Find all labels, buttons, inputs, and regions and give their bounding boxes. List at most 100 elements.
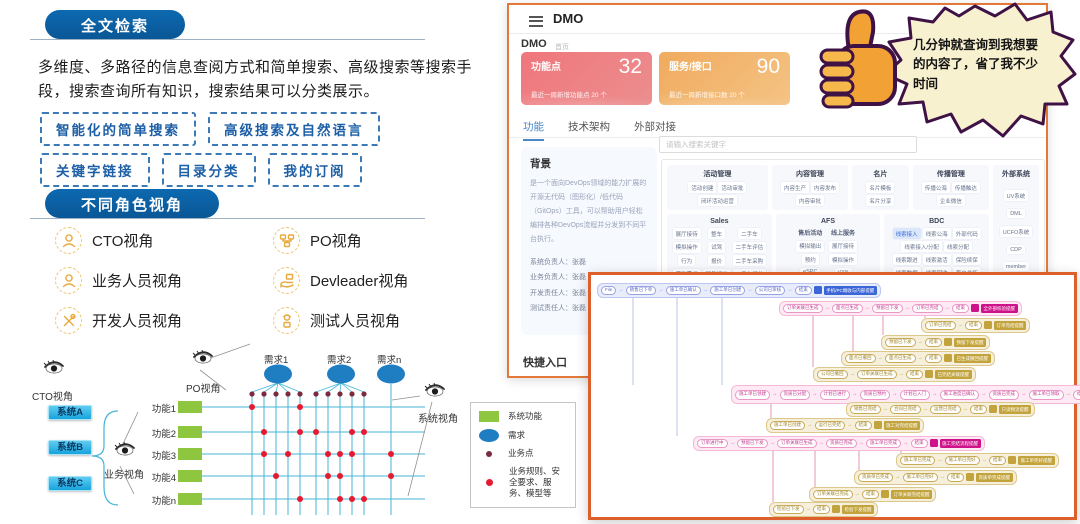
quick-entry-label: 快捷入口 bbox=[523, 357, 567, 369]
grid-tag[interactable]: 内容生产 bbox=[780, 182, 809, 193]
grid-tag[interactable]: 展厅接待 bbox=[672, 228, 701, 239]
flow-badge bbox=[944, 354, 952, 363]
arrow-icon: → bbox=[658, 286, 664, 293]
legend-row: 业务规则、安全要求、服务、模型等 bbox=[479, 466, 567, 499]
grid-tag[interactable]: 活动创建 bbox=[688, 182, 717, 193]
grid-tag[interactable]: 试驾 bbox=[708, 241, 726, 253]
grid-tag[interactable]: 内容审批 bbox=[795, 195, 824, 206]
search-input[interactable] bbox=[659, 136, 917, 153]
flow-badge bbox=[925, 370, 933, 379]
grid-tag[interactable]: 二手车 bbox=[738, 228, 761, 239]
grid-tag[interactable]: 名片分享 bbox=[866, 195, 895, 206]
function-label: 功能3 bbox=[151, 451, 176, 462]
diagram-legend: 系统功能 需求 业务点 业务规则、安全要求、服务、模型等 bbox=[470, 402, 576, 508]
grid-tag[interactable]: 线索公海 bbox=[922, 228, 951, 239]
flow-badge bbox=[873, 421, 882, 430]
grid-tag[interactable]: 线索分配 bbox=[943, 241, 972, 252]
flow-node: 结束 bbox=[813, 504, 830, 515]
flow-end-label: 施工完结流程提醒 bbox=[939, 439, 981, 448]
grid-tag[interactable]: UV系统 bbox=[1003, 190, 1029, 201]
arrow-icon: → bbox=[877, 354, 884, 361]
flow-node: 结束 bbox=[910, 438, 928, 449]
grid-tag[interactable]: CDP bbox=[1007, 245, 1025, 254]
system-box: 系统C bbox=[48, 476, 92, 491]
grid-tag[interactable]: DML bbox=[1007, 209, 1025, 218]
header-rule-2 bbox=[30, 218, 425, 219]
org-icon bbox=[273, 227, 300, 254]
flow-row: 公司已撤回 → 订单关联已生成 → 结束 已完结关联提醒 bbox=[813, 367, 976, 382]
grid-tag[interactable]: 线索激活 bbox=[922, 254, 951, 265]
tab-技术架构[interactable]: 技术架构 bbox=[568, 121, 610, 133]
flow-node: 公司已审核 bbox=[754, 285, 786, 296]
legend-row: 需求 bbox=[479, 428, 567, 442]
grid-tag[interactable]: 二手车评估 bbox=[732, 241, 767, 253]
flow-node: 施工单已领取 bbox=[1028, 389, 1064, 400]
panel-field: 开发责任人：张磊 bbox=[530, 289, 586, 297]
grid-tag[interactable]: 外部代码 bbox=[952, 228, 981, 239]
grid-tag[interactable]: 传播触达 bbox=[951, 182, 980, 193]
flow-node: 结束 bbox=[952, 303, 969, 314]
role-label: PO视角 bbox=[310, 233, 362, 250]
grid-tag[interactable]: 模拟操作 bbox=[672, 241, 701, 253]
grid-tag[interactable]: 报价 bbox=[708, 255, 726, 266]
grid-tag[interactable]: 线索接入/分配 bbox=[901, 241, 942, 252]
flow-node: 订单已完结 bbox=[912, 303, 943, 314]
requirement-label: 需求n bbox=[377, 355, 402, 366]
arrow-icon: → bbox=[618, 286, 624, 293]
grid-tag[interactable]: 整车 bbox=[708, 228, 726, 239]
arrow-icon: → bbox=[937, 456, 943, 463]
role-view-list: CTO视角 PO视角 业务人员视角 Devleader视角 开发人员视角 测试人员视角 bbox=[55, 227, 445, 334]
grid-tag[interactable]: 闭环活动运营 bbox=[697, 195, 737, 206]
feature-tag: 高级搜索及自然语言 bbox=[208, 112, 380, 146]
grid-tag[interactable]: 保险续保 bbox=[952, 254, 981, 265]
flow-end-label: 订单完结提醒 bbox=[994, 321, 1026, 330]
breadcrumb[interactable]: DMO bbox=[521, 38, 547, 50]
menu-icon[interactable] bbox=[529, 16, 543, 29]
flow-node: 施工单已创建 bbox=[710, 285, 746, 296]
grid-tag[interactable]: 名片模板 bbox=[866, 182, 895, 193]
feature-tag: 智能化的简单搜索 bbox=[40, 112, 196, 146]
grid-tag[interactable]: 企业微信 bbox=[936, 195, 965, 206]
user-icon bbox=[55, 227, 82, 254]
flow-end-label: 施工单完好提醒 bbox=[1018, 456, 1055, 465]
grid-tag[interactable]: 内容发布 bbox=[810, 182, 839, 193]
flow-node: 面点已撤回 bbox=[845, 353, 876, 364]
stat-card-2[interactable]: 服务/接口 90 最近一周新增接口数 20 个 bbox=[659, 52, 790, 105]
grid-tag[interactable]: 线索跟进 bbox=[892, 254, 921, 265]
legend-label: 需求 bbox=[508, 429, 526, 440]
grid-tag[interactable]: 展厅接待 bbox=[829, 240, 858, 252]
thumbs-up-icon bbox=[819, 9, 897, 109]
breadcrumb-sub[interactable]: 首页 bbox=[555, 44, 569, 51]
function-label: 功能n bbox=[151, 496, 176, 507]
flow-node: 计划已进行 bbox=[819, 389, 850, 400]
grid-tag[interactable]: 预约 bbox=[801, 254, 819, 265]
panel-field: 测试责任人：张磊 bbox=[530, 305, 586, 313]
flow-node: 公司已撤回 bbox=[817, 369, 848, 380]
arrow-icon: → bbox=[882, 405, 889, 412]
flow-node: 运行已完结 bbox=[814, 420, 845, 431]
grid-tag[interactable]: 活动审批 bbox=[718, 182, 747, 193]
flow-node: 结束 bbox=[925, 337, 942, 348]
legend-label: 系统功能 bbox=[508, 411, 543, 421]
tab-功能[interactable]: 功能 bbox=[523, 119, 544, 141]
arrow-icon: → bbox=[892, 390, 898, 397]
tab-外部对接[interactable]: 外部对接 bbox=[634, 121, 676, 133]
stat-card-1[interactable]: 功能点 32 最近一周新增功能点 20 个 bbox=[521, 52, 652, 105]
grid-tag[interactable]: 行为 bbox=[678, 255, 696, 266]
user-icon bbox=[55, 267, 82, 294]
grid-tag[interactable]: 线索接入 bbox=[892, 228, 921, 239]
grid-tag[interactable]: member bbox=[1002, 262, 1030, 271]
flow-node: 面点已生成 bbox=[832, 303, 863, 314]
system-box: 系统A bbox=[48, 405, 92, 420]
legend-row: 系统功能 bbox=[479, 411, 567, 423]
grid-tag[interactable]: UCFO系统 bbox=[999, 226, 1033, 237]
green-swatch bbox=[479, 411, 499, 423]
flow-row: 施工单已创建 → 运行已完结 → 结束 施工对完结提醒 bbox=[766, 418, 924, 433]
flow-node: 结束 bbox=[970, 404, 987, 415]
grid-tag[interactable]: 传播公海 bbox=[921, 182, 950, 193]
handcoin-icon bbox=[273, 267, 300, 294]
grid-tag[interactable]: 二手车采购 bbox=[732, 255, 767, 266]
grid-tag[interactable]: 模拟操作 bbox=[829, 254, 858, 265]
grid-tag[interactable]: 模拟输出 bbox=[796, 240, 825, 252]
arrow-icon: → bbox=[917, 338, 924, 345]
